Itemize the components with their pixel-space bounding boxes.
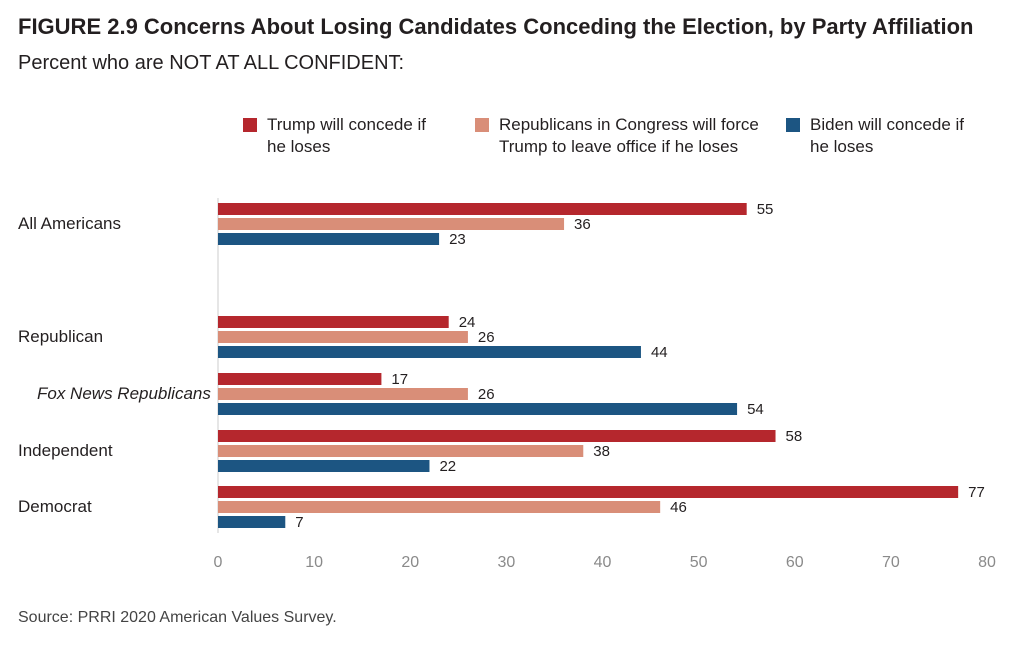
x-tick-label-10: 10: [305, 554, 323, 571]
bar-republican-trump: [218, 316, 449, 328]
x-tick-label-30: 30: [497, 554, 515, 571]
category-label-fox-news-republicans: Fox News Republicans: [37, 384, 211, 403]
legend-label-biden: Biden will concede if he loses: [810, 115, 965, 156]
legend-label-trump: Trump will concede if he loses: [267, 115, 427, 156]
bar-democrat-congress: [218, 501, 661, 513]
bar-independent-congress: [218, 445, 584, 457]
bar-fox-news-republicans-biden: [218, 403, 738, 415]
data-label-democrat-biden: 7: [295, 514, 303, 531]
bar-fox-news-republicans-trump: [218, 373, 382, 385]
x-tick-label-20: 20: [401, 554, 419, 571]
bar-all-americans-trump: [218, 203, 747, 215]
data-label-all-americans-biden: 23: [449, 231, 466, 248]
bar-all-americans-biden: [218, 233, 440, 245]
chart-subtitle: Percent who are NOT AT ALL CONFIDENT:: [18, 52, 405, 74]
data-label-democrat-congress: 46: [670, 499, 687, 516]
data-label-republican-congress: 26: [478, 329, 495, 346]
x-tick-label-80: 80: [978, 554, 996, 571]
bar-independent-biden: [218, 460, 430, 472]
x-tick-label-0: 0: [214, 554, 223, 571]
data-label-independent-biden: 22: [439, 458, 456, 475]
legend-swatch-trump: [243, 118, 257, 132]
data-label-all-americans-congress: 36: [574, 216, 591, 233]
x-tick-label-60: 60: [786, 554, 804, 571]
chart-title: FIGURE 2.9 Concerns About Losing Candida…: [18, 14, 974, 39]
category-label-republican: Republican: [18, 327, 103, 346]
bar-republican-congress: [218, 331, 468, 343]
x-tick-label-40: 40: [594, 554, 612, 571]
bar-democrat-biden: [218, 516, 286, 528]
bar-fox-news-republicans-congress: [218, 388, 468, 400]
x-tick-label-70: 70: [882, 554, 900, 571]
legend-swatch-congress: [475, 118, 489, 132]
category-label-democrat: Democrat: [18, 497, 92, 516]
data-label-independent-congress: 38: [593, 443, 610, 460]
bar-republican-biden: [218, 346, 641, 358]
legend-swatch-biden: [786, 118, 800, 132]
data-label-republican-trump: 24: [459, 314, 476, 331]
bar-independent-trump: [218, 430, 776, 442]
legend-label-congress: Republicans in Congress will force Trump…: [499, 115, 759, 156]
data-label-republican-biden: 44: [651, 344, 668, 361]
bar-democrat-trump: [218, 486, 959, 498]
category-label-all-americans: All Americans: [18, 214, 121, 233]
data-label-fox-news-republicans-trump: 17: [391, 371, 408, 388]
data-label-fox-news-republicans-biden: 54: [747, 401, 764, 418]
source-note: Source: PRRI 2020 American Values Survey…: [18, 609, 337, 626]
x-tick-label-50: 50: [690, 554, 708, 571]
bar-all-americans-congress: [218, 218, 565, 230]
data-label-democrat-trump: 77: [968, 484, 985, 501]
data-label-fox-news-republicans-congress: 26: [478, 386, 495, 403]
category-label-independent: Independent: [18, 441, 113, 460]
data-label-all-americans-trump: 55: [757, 201, 774, 218]
data-label-independent-trump: 58: [786, 428, 803, 445]
